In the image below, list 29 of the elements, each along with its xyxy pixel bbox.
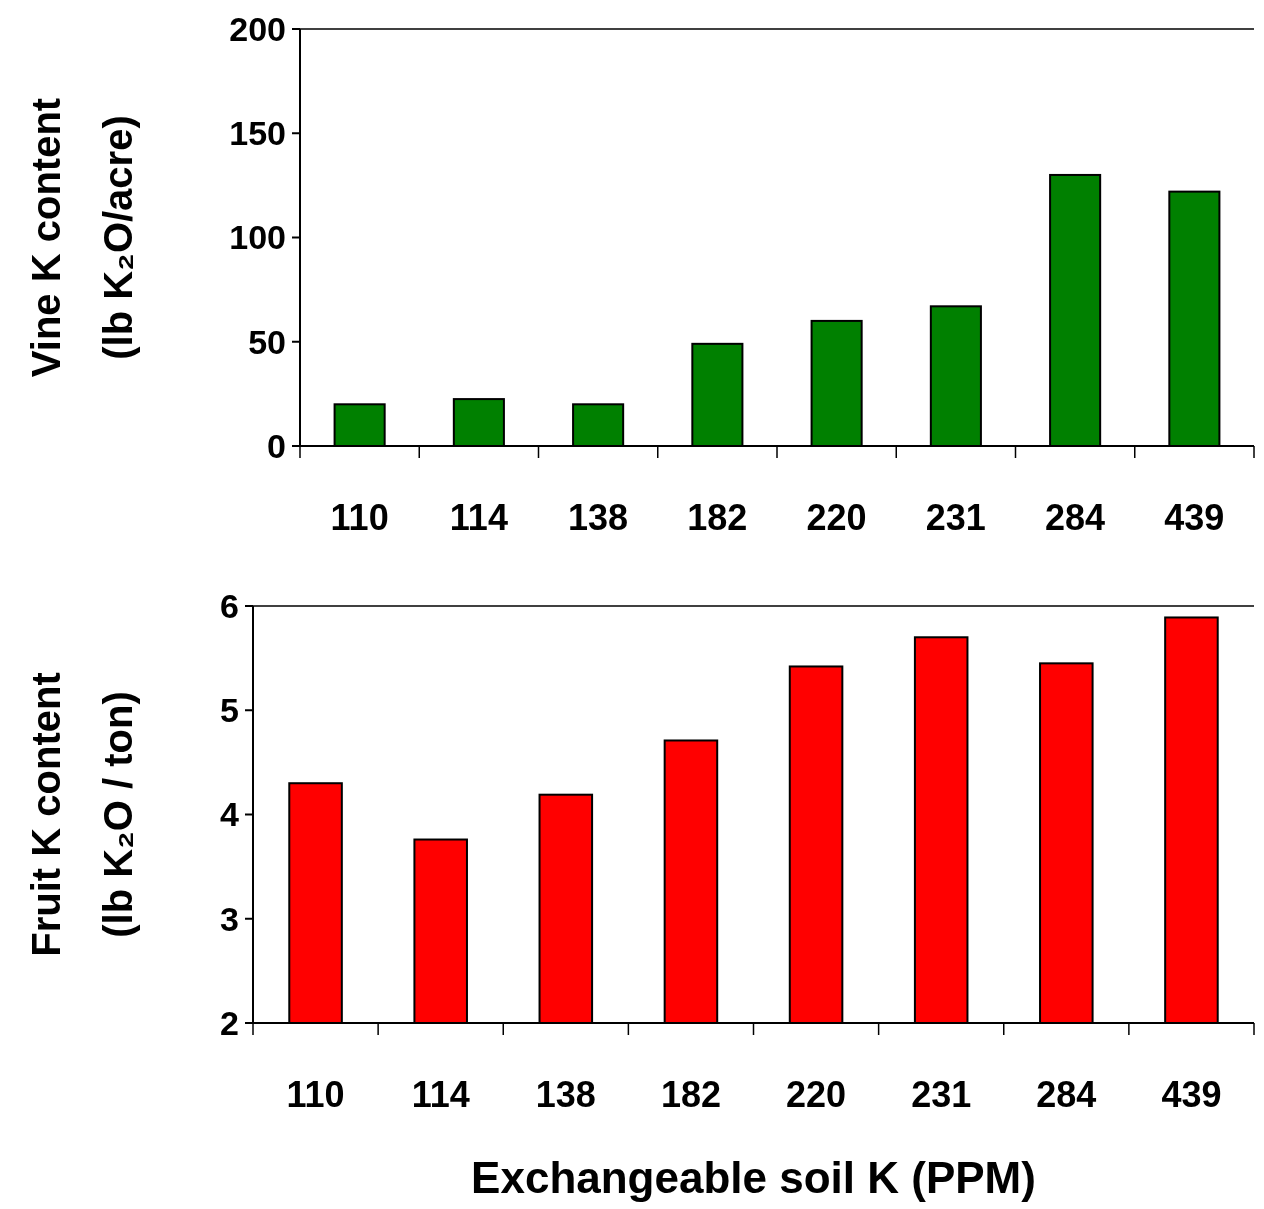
x-tick-label: 182	[660, 1074, 721, 1115]
y-tick-label: 2	[220, 1003, 239, 1042]
x-tick-label: 138	[568, 497, 629, 538]
x-tick-label: 110	[330, 497, 389, 538]
x-tick-label: 220	[786, 1074, 847, 1115]
y-tick-label: 4	[220, 795, 240, 834]
x-tick-label: 110	[286, 1074, 345, 1115]
y-tick-label: 150	[229, 114, 286, 153]
x-tick-label: 284	[1036, 1074, 1097, 1115]
y-tick-label: 0	[267, 426, 286, 465]
y-tick-label: 5	[220, 691, 239, 730]
x-tick-label: 439	[1164, 497, 1225, 538]
x-tick-label: 114	[411, 1074, 470, 1115]
x-tick-label: 138	[535, 1074, 596, 1115]
y-tick-label: 6	[220, 586, 239, 625]
y-tick-label: 200	[229, 9, 286, 48]
y-tick-label: 100	[229, 218, 286, 257]
x-tick-label: 231	[925, 497, 986, 538]
x-tick-label: 220	[806, 497, 867, 538]
x-tick-label: 284	[1045, 497, 1106, 538]
y-tick-label: 50	[248, 322, 286, 361]
x-tick-label: 114	[449, 497, 508, 538]
y-axis-title: Vine K content (lb K₂O/acre)	[24, 97, 140, 378]
x-tick-label: 182	[687, 497, 748, 538]
x-axis-title: Exchangeable soil K (PPM)	[471, 1153, 1036, 1202]
y-tick-label: 3	[220, 899, 239, 938]
y-axis-title: Fruit K content (lb K₂O / ton)	[24, 672, 140, 957]
x-tick-label: 439	[1161, 1074, 1222, 1115]
x-tick-label: 231	[911, 1074, 972, 1115]
